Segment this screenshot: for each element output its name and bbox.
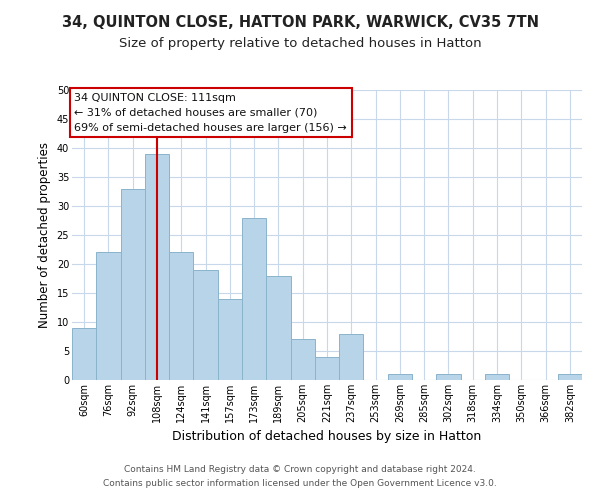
Bar: [558, 374, 582, 380]
Bar: [388, 374, 412, 380]
Bar: [121, 188, 145, 380]
Y-axis label: Number of detached properties: Number of detached properties: [38, 142, 51, 328]
Bar: [315, 357, 339, 380]
Bar: [218, 299, 242, 380]
Bar: [290, 340, 315, 380]
Bar: [193, 270, 218, 380]
Bar: [169, 252, 193, 380]
X-axis label: Distribution of detached houses by size in Hatton: Distribution of detached houses by size …: [172, 430, 482, 444]
Text: Size of property relative to detached houses in Hatton: Size of property relative to detached ho…: [119, 38, 481, 51]
Bar: [96, 252, 121, 380]
Bar: [242, 218, 266, 380]
Text: 34, QUINTON CLOSE, HATTON PARK, WARWICK, CV35 7TN: 34, QUINTON CLOSE, HATTON PARK, WARWICK,…: [62, 15, 539, 30]
Bar: [485, 374, 509, 380]
Text: 34 QUINTON CLOSE: 111sqm
← 31% of detached houses are smaller (70)
69% of semi-d: 34 QUINTON CLOSE: 111sqm ← 31% of detach…: [74, 93, 347, 132]
Bar: [145, 154, 169, 380]
Bar: [72, 328, 96, 380]
Bar: [436, 374, 461, 380]
Bar: [266, 276, 290, 380]
Bar: [339, 334, 364, 380]
Text: Contains HM Land Registry data © Crown copyright and database right 2024.
Contai: Contains HM Land Registry data © Crown c…: [103, 466, 497, 487]
